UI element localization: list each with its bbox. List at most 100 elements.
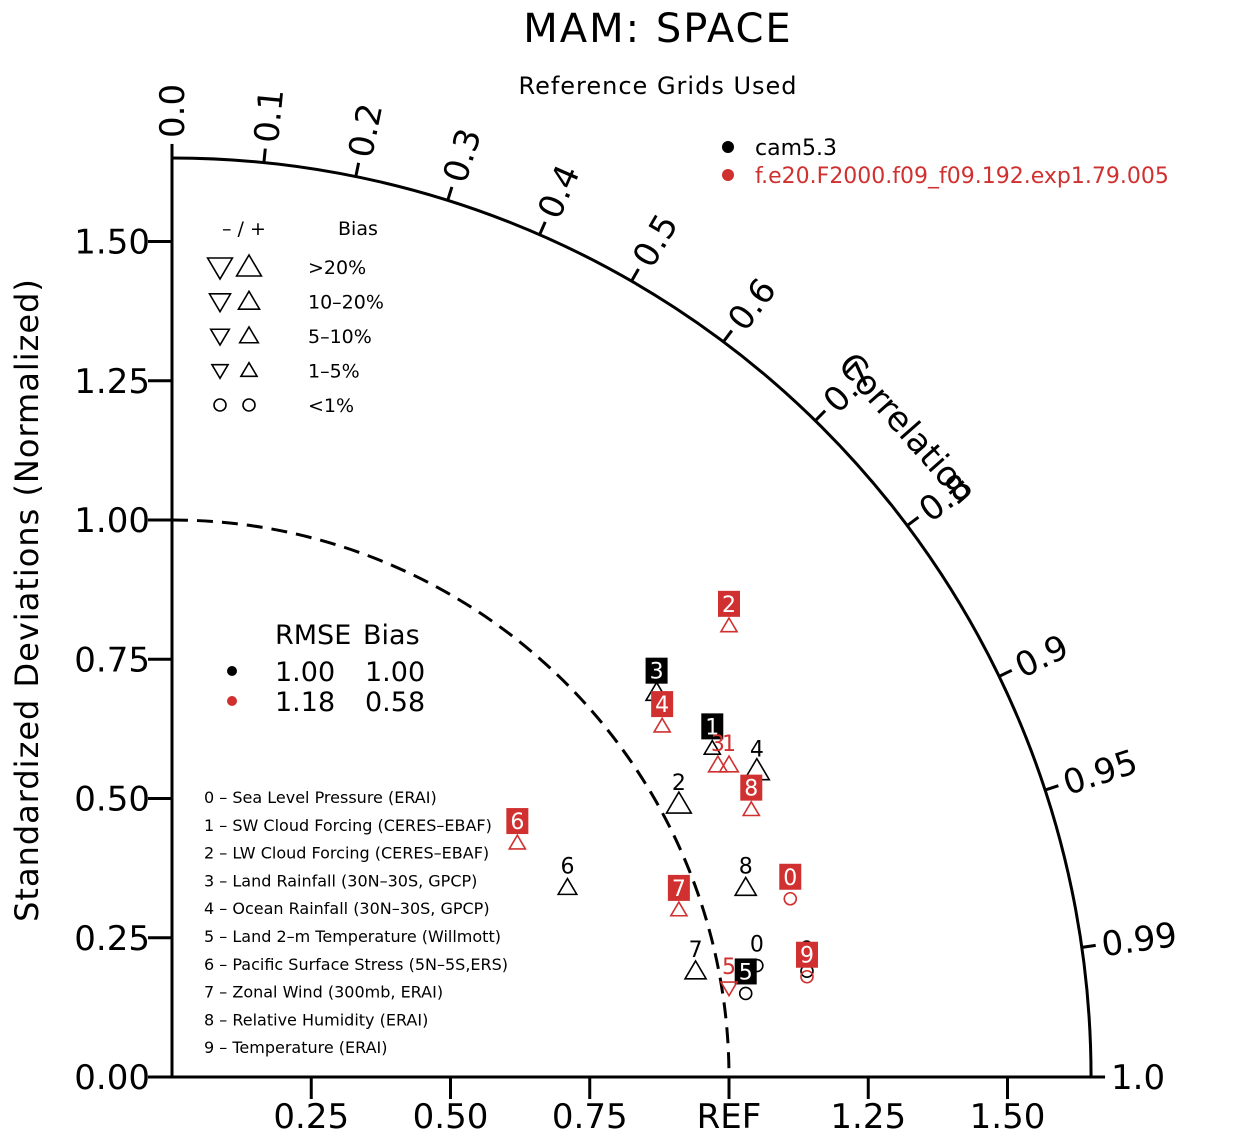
x-tick-label: 1.50 xyxy=(970,1097,1046,1135)
bias-legend-row-label: >20% xyxy=(308,257,366,279)
data-point: 1 xyxy=(718,732,740,773)
stats-rmse-value: 1.00 xyxy=(275,657,335,688)
variable-legend-item: 0 – Sea Level Pressure (ERAI) xyxy=(204,788,437,807)
variable-legend-item: 5 – Land 2–m Temperature (Willmott) xyxy=(204,927,501,946)
y-tick-label: 1.50 xyxy=(74,223,150,263)
data-point-label-box xyxy=(718,590,740,617)
correlation-tick xyxy=(1044,784,1059,792)
data-point-marker xyxy=(800,969,814,984)
data-point-label: 7 xyxy=(672,877,686,902)
data-point-label-box xyxy=(651,691,674,718)
data-point-label: 2 xyxy=(722,593,736,618)
bias-legend-circle-icon xyxy=(213,398,227,412)
data-point: 0 xyxy=(779,863,802,906)
model-legend-label: cam5.3 xyxy=(755,136,837,161)
data-point-label: 4 xyxy=(750,738,764,763)
data-point: 7 xyxy=(667,874,690,917)
data-point: 6 xyxy=(556,855,579,896)
stats-model-dot xyxy=(227,696,237,706)
stats-header-bias: Bias xyxy=(363,620,420,651)
data-point: 6 xyxy=(506,808,529,850)
variable-legend-item: 3 – Land Rainfall (30N–30S, GPCP) xyxy=(204,871,477,890)
reference-std-arc xyxy=(171,518,731,1078)
bias-legend-row-label: 1–5% xyxy=(308,361,360,383)
stats-model-dot xyxy=(227,666,237,676)
points-layer: 01234567890123456789 xyxy=(506,590,818,1001)
data-point: 4 xyxy=(743,738,771,781)
correlation-tick xyxy=(538,221,547,236)
data-point: 7 xyxy=(683,938,708,980)
data-point-marker xyxy=(741,800,761,817)
model-legend-dot xyxy=(722,169,734,181)
data-point-marker xyxy=(707,754,729,773)
legend-layer: cam5.3 f.e20.F2000.f09_f09.192.exp1.79.00… xyxy=(204,136,1169,1057)
data-point-marker xyxy=(719,616,739,633)
data-point: 2 xyxy=(665,771,693,814)
bias-legend-header: Bias xyxy=(338,218,378,240)
data-point-label: 8 xyxy=(744,777,758,802)
data-point-label: 5 xyxy=(722,955,736,980)
data-point-label: 6 xyxy=(510,810,524,835)
data-point: 8 xyxy=(733,855,758,897)
data-point-marker xyxy=(718,754,740,773)
y-tick-label: 0.75 xyxy=(74,640,150,680)
correlation-tick xyxy=(446,186,454,201)
stats-bias-value: 0.58 xyxy=(365,687,425,718)
data-point: 8 xyxy=(740,774,763,817)
variable-legend-item: 1 – SW Cloud Forcing (CERES–EBAF) xyxy=(204,816,492,835)
data-point-label: 8 xyxy=(739,855,753,880)
correlation-tick-label: 0.4 xyxy=(530,159,588,225)
correlation-tick-label: 0.0 xyxy=(153,84,193,138)
correlation-tick-label: 0.3 xyxy=(436,124,490,188)
outer-correlation-arc xyxy=(171,156,1093,1078)
data-point-marker xyxy=(556,877,579,896)
y-axis-label: Standardized Deviations (Normalized) xyxy=(8,278,46,922)
correlation-tick-label: 0.1 xyxy=(247,87,292,145)
correlation-tick-label: 1.0 xyxy=(1111,1058,1165,1098)
correlation-tick xyxy=(630,268,640,282)
data-point-label-box xyxy=(701,713,724,740)
data-point-label: 0 xyxy=(750,933,764,958)
axes-layer: 0.000.250.500.751.001.251.500.25 0.50 0.75… xyxy=(74,84,1179,1135)
data-point: 9 xyxy=(795,941,818,984)
y-tick-label: 0.25 xyxy=(74,919,150,959)
data-point-marker xyxy=(719,981,739,998)
data-point-label: 3 xyxy=(711,732,725,757)
data-point-marker xyxy=(669,900,689,917)
variable-legend-item: 8 – Relative Humidity (ERAI) xyxy=(204,1010,428,1029)
stats-bias-value: 1.00 xyxy=(365,657,425,688)
data-point-marker xyxy=(683,959,708,980)
data-point-marker xyxy=(507,833,527,850)
data-point-label: 9 xyxy=(800,944,814,969)
bias-legend-down-icon xyxy=(206,257,234,281)
y-tick-label: 1.00 xyxy=(74,501,150,541)
variable-legend-item: 7 – Zonal Wind (300mb, ERAI) xyxy=(204,983,443,1002)
data-point-label: 7 xyxy=(689,938,703,963)
data-point-marker xyxy=(652,716,672,733)
correlation-tick xyxy=(906,515,920,527)
correlation-tick xyxy=(1081,943,1096,949)
variable-legend-item: 2 – LW Cloud Forcing (CERES–EBAF) xyxy=(204,844,489,863)
y-tick-label: 0.00 xyxy=(74,1058,150,1098)
data-point-label: 3 xyxy=(650,660,664,685)
data-point-marker xyxy=(702,738,722,756)
x-tick-label: 1.25 xyxy=(830,1097,906,1135)
data-point-label-box xyxy=(734,958,757,985)
data-point-marker xyxy=(665,790,693,814)
correlation-tick xyxy=(722,329,734,343)
chart-subtitle: Reference Grids Used xyxy=(518,72,797,100)
x-tick-label: 0.75 xyxy=(552,1097,628,1135)
data-point-marker xyxy=(738,986,753,1001)
correlation-tick xyxy=(354,162,361,177)
bias-legend-row-label: 5–10% xyxy=(308,326,372,348)
stats-header-rmse: RMSE xyxy=(275,620,351,651)
data-point: 3 xyxy=(707,732,729,773)
y-tick-label: 1.25 xyxy=(74,362,150,402)
x-tick-label: 0.25 xyxy=(273,1097,349,1135)
correlation-tick-label: 0.95 xyxy=(1058,742,1142,804)
bias-legend-down-icon xyxy=(210,363,230,380)
stats-rmse-value: 1.18 xyxy=(275,687,335,718)
data-point-label: 2 xyxy=(672,771,686,796)
bias-legend-down-icon xyxy=(209,328,231,347)
